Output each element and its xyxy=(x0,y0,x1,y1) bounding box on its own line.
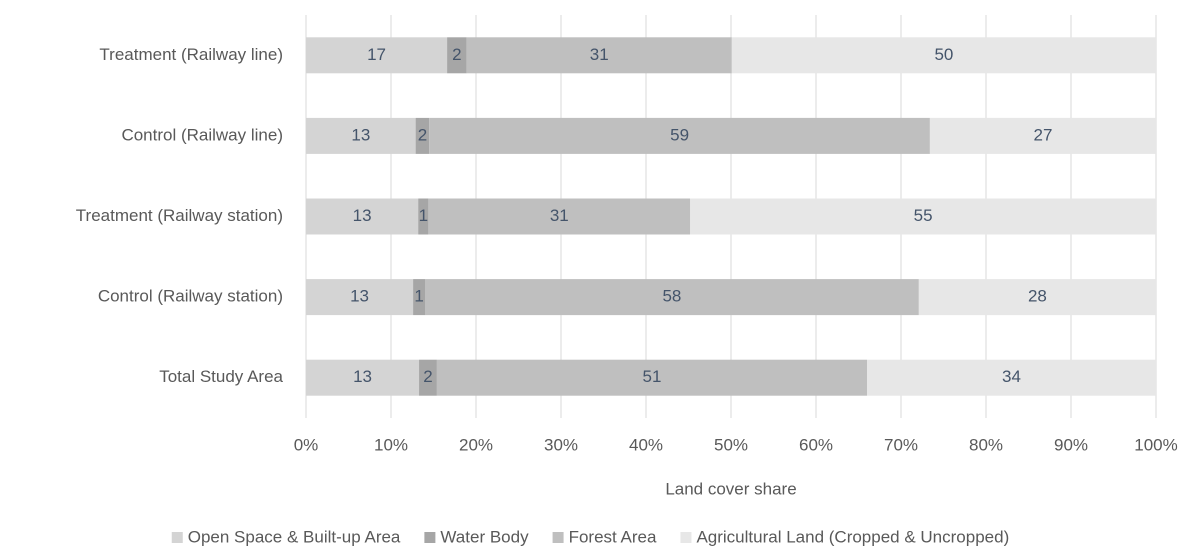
data-label: 2 xyxy=(423,367,432,386)
bar-segment xyxy=(419,359,437,396)
data-label: 13 xyxy=(351,125,370,144)
data-label: 27 xyxy=(1033,125,1052,144)
bar-segment xyxy=(466,37,732,74)
bar-segment xyxy=(306,37,448,74)
data-label: 31 xyxy=(550,206,569,225)
x-tick-label: 100% xyxy=(1134,435,1177,454)
data-label: 55 xyxy=(914,206,933,225)
data-label: 51 xyxy=(642,367,661,386)
bar-segment xyxy=(413,279,425,316)
y-tick-label: Treatment (Railway station) xyxy=(76,206,283,225)
bar-segment xyxy=(918,279,1156,316)
bar-segment xyxy=(447,37,467,74)
x-tick-label: 0% xyxy=(294,435,319,454)
x-tick-label: 30% xyxy=(544,435,578,454)
legend-swatch xyxy=(171,532,183,543)
x-tick-label: 60% xyxy=(799,435,833,454)
bar-segment xyxy=(929,117,1156,154)
legend-label: Water Body xyxy=(440,527,529,546)
data-label: 59 xyxy=(670,125,689,144)
data-label: 13 xyxy=(353,206,372,225)
bar-segment xyxy=(306,279,414,316)
y-tick-label: Treatment (Railway line) xyxy=(99,45,283,64)
bar-segment xyxy=(306,359,420,396)
bar-segment xyxy=(306,117,416,154)
data-label: 13 xyxy=(353,367,372,386)
bar-segment xyxy=(867,359,1156,396)
y-tick-label: Total Study Area xyxy=(159,367,283,386)
bar-segment xyxy=(425,279,919,316)
data-label: 2 xyxy=(418,125,427,144)
x-tick-label: 50% xyxy=(714,435,748,454)
data-label: 34 xyxy=(1002,367,1021,386)
bar-segment xyxy=(415,117,430,154)
data-label: 1 xyxy=(419,206,428,225)
data-label: 31 xyxy=(590,45,609,64)
bar-segment xyxy=(436,359,867,396)
legend-label: Open Space & Built-up Area xyxy=(188,527,401,546)
x-tick-label: 90% xyxy=(1054,435,1088,454)
data-label: 13 xyxy=(350,287,369,306)
x-tick-label: 20% xyxy=(459,435,493,454)
bar-segment xyxy=(731,37,1156,74)
data-label: 58 xyxy=(662,287,681,306)
data-label: 2 xyxy=(452,45,461,64)
x-tick-label: 10% xyxy=(374,435,408,454)
bar-segment xyxy=(690,198,1156,235)
data-label: 28 xyxy=(1028,287,1047,306)
legend-swatch xyxy=(424,532,436,543)
bar-segment xyxy=(306,198,419,235)
x-tick-label: 70% xyxy=(884,435,918,454)
data-label: 50 xyxy=(934,45,953,64)
y-tick-label: Control (Railway line) xyxy=(121,125,283,144)
x-tick-label: 80% xyxy=(969,435,1003,454)
x-axis-title: Land cover share xyxy=(665,479,796,498)
bar-segment xyxy=(418,198,429,235)
x-tick-label: 40% xyxy=(629,435,663,454)
legend-label: Agricultural Land (Cropped & Uncropped) xyxy=(696,527,1009,546)
legend-swatch xyxy=(552,532,564,543)
legend-label: Forest Area xyxy=(569,527,657,546)
legend-swatch xyxy=(680,532,692,543)
data-label: 17 xyxy=(367,45,386,64)
bar-segment xyxy=(429,117,930,154)
y-tick-label: Control (Railway station) xyxy=(98,287,283,306)
data-label: 1 xyxy=(414,287,423,306)
bar-segment xyxy=(428,198,691,235)
